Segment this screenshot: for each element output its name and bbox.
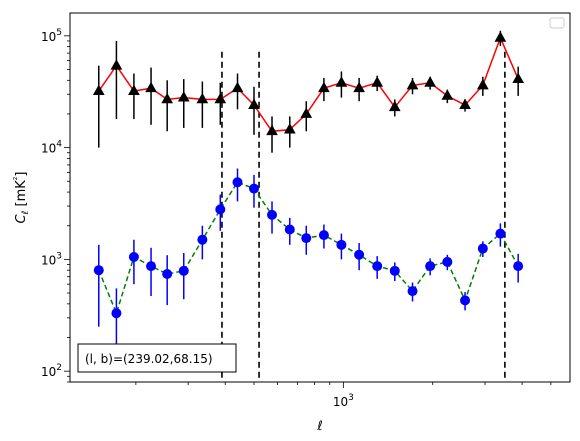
data-point-circle (284, 224, 295, 235)
y-axis-label: Cℓ [mK²] (13, 172, 31, 224)
annotation-text: (l, b)=(239.02,68.15) (85, 352, 213, 366)
annotation: (l, b)=(239.02,68.15) (77, 343, 237, 373)
data-point-circle (178, 265, 189, 276)
data-point-circle (162, 269, 173, 280)
data-point-circle (336, 239, 347, 250)
data-point-circle (495, 228, 506, 239)
tick-base: 10 (41, 253, 56, 267)
data-point-circle (425, 261, 436, 272)
data-point-circle (407, 286, 418, 297)
tick-base: 10 (41, 365, 56, 379)
data-point-triangle (266, 124, 278, 136)
y-tick-label: 104 (41, 140, 62, 156)
data-point-circle (232, 177, 243, 188)
data-point-triangle (335, 76, 348, 87)
data-point-circle (513, 261, 524, 272)
tick-exponent: 3 (348, 393, 354, 403)
tick-exponent: 5 (56, 28, 62, 38)
tick-exponent: 4 (56, 140, 62, 150)
x-tick-label: 103 (333, 393, 354, 409)
annotation-box (77, 343, 237, 373)
data-point-triangle (476, 78, 489, 90)
data-point-circle (93, 265, 104, 276)
plot-frame (69, 12, 571, 383)
plot-layer (92, 30, 525, 382)
tick-base: 10 (41, 30, 56, 44)
ylabel-superscript: ² (13, 176, 23, 180)
x-axis-label: ℓ (316, 419, 322, 434)
series-line (98, 181, 519, 316)
data-point-circle (128, 252, 139, 263)
data-point-circle (477, 243, 488, 254)
data-point-triangle (110, 59, 123, 70)
data-point-triangle (318, 81, 330, 93)
ylabel-unit: [mK (14, 180, 29, 211)
y-tick-label: 103 (41, 251, 62, 267)
data-point-triangle (512, 72, 525, 84)
data-point-triangle (177, 91, 190, 102)
data-point-triangle (353, 81, 365, 93)
ylabel-close: ] (14, 172, 29, 177)
ylabel-subscript: ℓ (21, 211, 31, 216)
data-point-triangle (459, 98, 471, 109)
data-point-circle (301, 233, 312, 244)
data-point-triangle (196, 92, 209, 104)
y-tick-label: 105 (41, 28, 62, 44)
data-point-circle (442, 256, 453, 267)
data-point-triangle (388, 100, 401, 112)
data-point-triangle (128, 84, 140, 96)
data-point-circle (248, 183, 259, 194)
data-point-triangle (231, 81, 244, 93)
tick-base: 10 (41, 142, 56, 156)
data-point-triangle (248, 98, 260, 109)
data-point-triangle (406, 78, 419, 90)
data-point-triangle (283, 123, 296, 134)
data-point-triangle (145, 81, 157, 93)
data-point-triangle (92, 84, 105, 96)
tick-exponent: 3 (56, 251, 62, 261)
data-point-circle (267, 209, 278, 220)
data-point-triangle (371, 76, 384, 87)
tick-base: 10 (333, 395, 348, 409)
tick-exponent: 2 (56, 363, 62, 373)
data-point-triangle (441, 89, 454, 100)
data-point-circle (111, 308, 122, 319)
data-point-circle (389, 265, 400, 276)
legend-box (549, 17, 565, 29)
data-point-circle (460, 295, 471, 306)
data-point-circle (146, 261, 157, 272)
ylabel-symbol: C (14, 213, 29, 223)
data-point-triangle (214, 92, 227, 104)
data-point-circle (318, 230, 329, 241)
data-point-circle (197, 234, 208, 245)
data-point-triangle (494, 31, 507, 42)
data-point-triangle (300, 107, 313, 118)
data-point-triangle (161, 92, 174, 104)
y-tick-label: 102 (41, 363, 62, 379)
data-point-circle (354, 249, 365, 260)
data-point-circle (372, 261, 383, 272)
data-point-circle (215, 204, 226, 215)
data-point-triangle (424, 76, 436, 87)
